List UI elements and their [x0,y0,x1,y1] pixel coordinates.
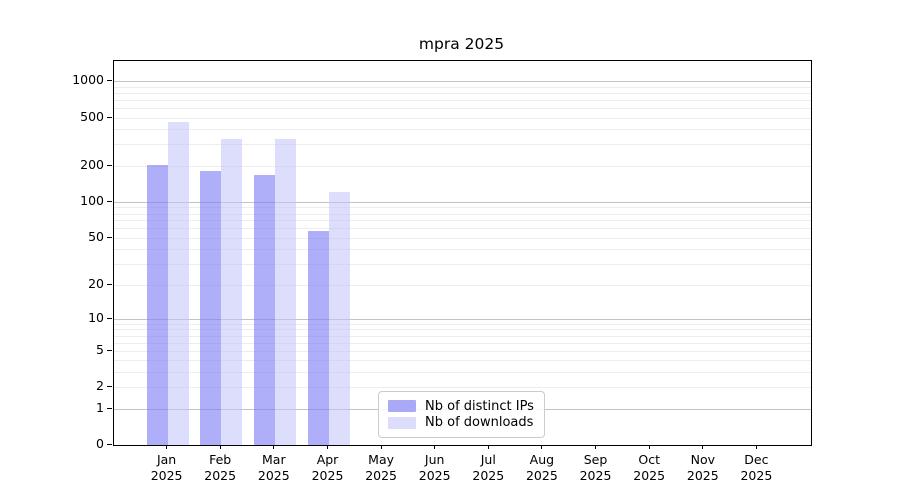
x-tick-mark-nov [702,445,704,449]
x-tick-mark-may [380,445,382,449]
x-tick-label-may: May 2025 [365,452,397,483]
x-tick-label-feb: Feb 2025 [204,452,237,483]
x-tick-mark-sep [594,445,597,449]
gridline-minor-90 [114,207,811,209]
y-tick-mark-10 [107,317,112,319]
legend-swatch-downloads [388,416,416,429]
y-tick-label-1000: 1000 [72,72,104,87]
bar-nb-of-distinct-ips-apr [307,231,329,445]
gridline-major-100 [114,201,811,203]
gridline-minor-900 [114,86,811,88]
gridline-minor-500 [114,117,811,119]
x-tick-label-oct: Oct 2025 [633,452,666,483]
plot-area [113,60,812,446]
y-tick-mark-50 [107,236,112,239]
y-tick-label-200: 200 [80,156,104,172]
gridline-minor-9 [114,323,811,325]
x-tick-mark-jul [487,445,489,449]
x-tick-mark-apr [326,445,329,449]
y-tick-mark-2 [107,386,112,388]
bar-nb-of-distinct-ips-feb [200,170,222,445]
legend-swatch-distinct-ips [388,400,416,413]
y-tick-mark-100 [107,200,112,203]
x-tick-label-jan: Jan 2025 [150,452,183,483]
y-tick-label-10: 10 [88,309,104,325]
gridline-minor-700 [114,99,811,101]
y-tick-label-20: 20 [88,275,104,291]
y-tick-label-1: 1 [96,399,104,415]
x-tick-label-apr: Apr 2025 [311,452,344,483]
y-tick-mark-1 [107,407,112,409]
gridline-minor-800 [114,92,811,94]
gridline-minor-400 [114,129,811,131]
x-tick-label-aug: Aug 2025 [525,452,558,483]
y-tick-label-500: 500 [80,108,104,124]
x-tick-mark-aug [541,445,543,449]
gridline-major-10 [114,318,811,320]
x-tick-label-sep: Sep 2025 [579,452,612,483]
legend-item-distinct-ips: Nb of distinct IPs [388,399,535,414]
y-tick-label-50: 50 [88,228,104,244]
y-tick-mark-20 [107,283,112,285]
gridline-minor-80 [114,213,811,215]
bar-nb-of-distinct-ips-jan [146,164,168,445]
gridline-minor-40 [114,249,811,251]
x-tick-mark-dec [755,445,757,449]
y-tick-label-5: 5 [96,341,104,357]
bar-nb-of-downloads-mar [274,138,296,445]
x-tick-mark-oct [648,445,650,449]
bar-nb-of-downloads-apr [328,191,350,445]
bars-layer [114,61,811,445]
gridline-minor-8 [114,329,811,331]
x-tick-label-mar: Mar 2025 [257,452,290,483]
gridline-minor-3 [114,372,811,373]
x-tick-label-jul: Jul 2025 [472,452,505,483]
gridline-minor-7 [114,335,811,337]
gridline-minor-2 [114,387,811,389]
y-tick-label-0: 0 [96,436,104,451]
y-tick-mark-0 [107,444,112,446]
y-tick-mark-500 [107,116,112,118]
bar-nb-of-downloads-feb [221,138,243,445]
gridline-minor-70 [114,220,811,222]
gridline-minor-20 [114,284,811,286]
x-tick-mark-jun [434,445,436,449]
x-tick-label-nov: Nov 2025 [686,452,719,483]
gridline-minor-60 [114,228,811,230]
gridline-minor-30 [114,264,811,266]
x-tick-label-jun: Jun 2025 [418,452,451,483]
legend-label-distinct-ips: Nb of distinct IPs [425,398,534,414]
gridline-minor-600 [114,107,811,109]
gridline-minor-4 [114,360,811,362]
gridline-minor-200 [114,165,811,167]
gridline-major-1000 [114,81,811,82]
bar-nb-of-downloads-jan [167,121,189,445]
gridline-minor-6 [114,342,811,344]
legend: Nb of distinct IPs Nb of downloads [378,391,545,438]
x-tick-label-dec: Dec 2025 [740,452,773,483]
x-tick-mark-mar [273,445,275,449]
x-tick-mark-feb [219,445,221,449]
y-tick-mark-5 [107,349,112,351]
legend-item-downloads: Nb of downloads [388,415,535,430]
gridline-minor-300 [114,144,811,146]
y-tick-label-2: 2 [96,378,104,394]
x-tick-mark-jan [166,445,168,449]
gridlines-layer [114,61,811,445]
gridline-minor-50 [114,237,811,239]
chart-title: mpra 2025 [418,35,505,53]
y-tick-label-100: 100 [80,192,104,208]
gridline-minor-5 [114,350,811,352]
y-tick-mark-1000 [107,80,112,82]
y-tick-mark-200 [107,164,112,166]
legend-label-downloads: Nb of downloads [425,415,534,431]
bar-nb-of-distinct-ips-mar [253,174,275,445]
